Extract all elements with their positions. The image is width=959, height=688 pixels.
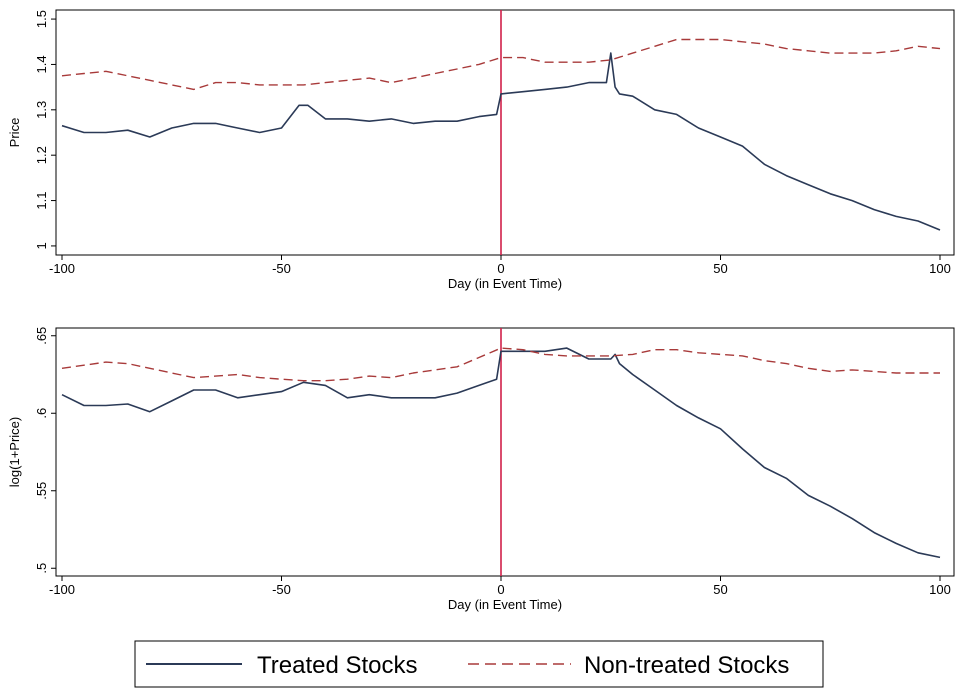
x-tick-label: 0 bbox=[497, 261, 504, 276]
legend-label-non-treated: Non-treated Stocks bbox=[584, 652, 789, 679]
y-tick-label: 1.3 bbox=[34, 101, 49, 119]
series-line-treated bbox=[61, 52, 941, 231]
y-tick-label: .65 bbox=[34, 327, 49, 345]
series-line-treated bbox=[61, 347, 941, 559]
plot-frame bbox=[55, 327, 955, 577]
x-tick-label: -100 bbox=[49, 582, 75, 597]
y-tick-label: 1.1 bbox=[34, 192, 49, 210]
price-panel: -100 -50 0 50 100 1 1.1 1.2 1.3 1.4 1.5 Day (in Eve… bbox=[7, 9, 955, 291]
x-axis-title: Day (in Event Time) bbox=[448, 276, 562, 291]
legend: Treated Stocks Non-treated Stocks bbox=[134, 640, 824, 688]
legend-label-treated: Treated Stocks bbox=[257, 652, 418, 679]
y-axis-title: Price bbox=[7, 118, 22, 148]
series-line-non-treated bbox=[61, 347, 940, 382]
x-axis-title: Day (in Event Time) bbox=[448, 597, 562, 612]
y-tick-label: 1.5 bbox=[34, 10, 49, 28]
y-tick-label: .5 bbox=[34, 563, 49, 574]
y-tick-label: 1.2 bbox=[34, 146, 49, 164]
log-price-panel: -100 -50 0 50 100 .5 .55 .6 .65 Day (in Event Tim… bbox=[7, 327, 955, 612]
series-line-non-treated bbox=[61, 38, 941, 91]
y-axis-title: log(1+Price) bbox=[7, 417, 22, 487]
x-tick-label: 50 bbox=[713, 582, 727, 597]
y-tick-label: 1 bbox=[34, 242, 49, 249]
x-tick-label: -50 bbox=[272, 582, 291, 597]
x-tick-label: 100 bbox=[929, 261, 951, 276]
x-tick-label: -100 bbox=[49, 261, 75, 276]
x-tick-label: 50 bbox=[713, 261, 727, 276]
x-tick-label: 0 bbox=[497, 582, 504, 597]
x-tick-label: -50 bbox=[272, 261, 291, 276]
y-tick-label: .6 bbox=[34, 408, 49, 419]
x-tick-label: 100 bbox=[929, 582, 951, 597]
plot-frame bbox=[55, 9, 955, 256]
y-tick-label: .55 bbox=[34, 482, 49, 500]
y-tick-label: 1.4 bbox=[34, 55, 49, 73]
